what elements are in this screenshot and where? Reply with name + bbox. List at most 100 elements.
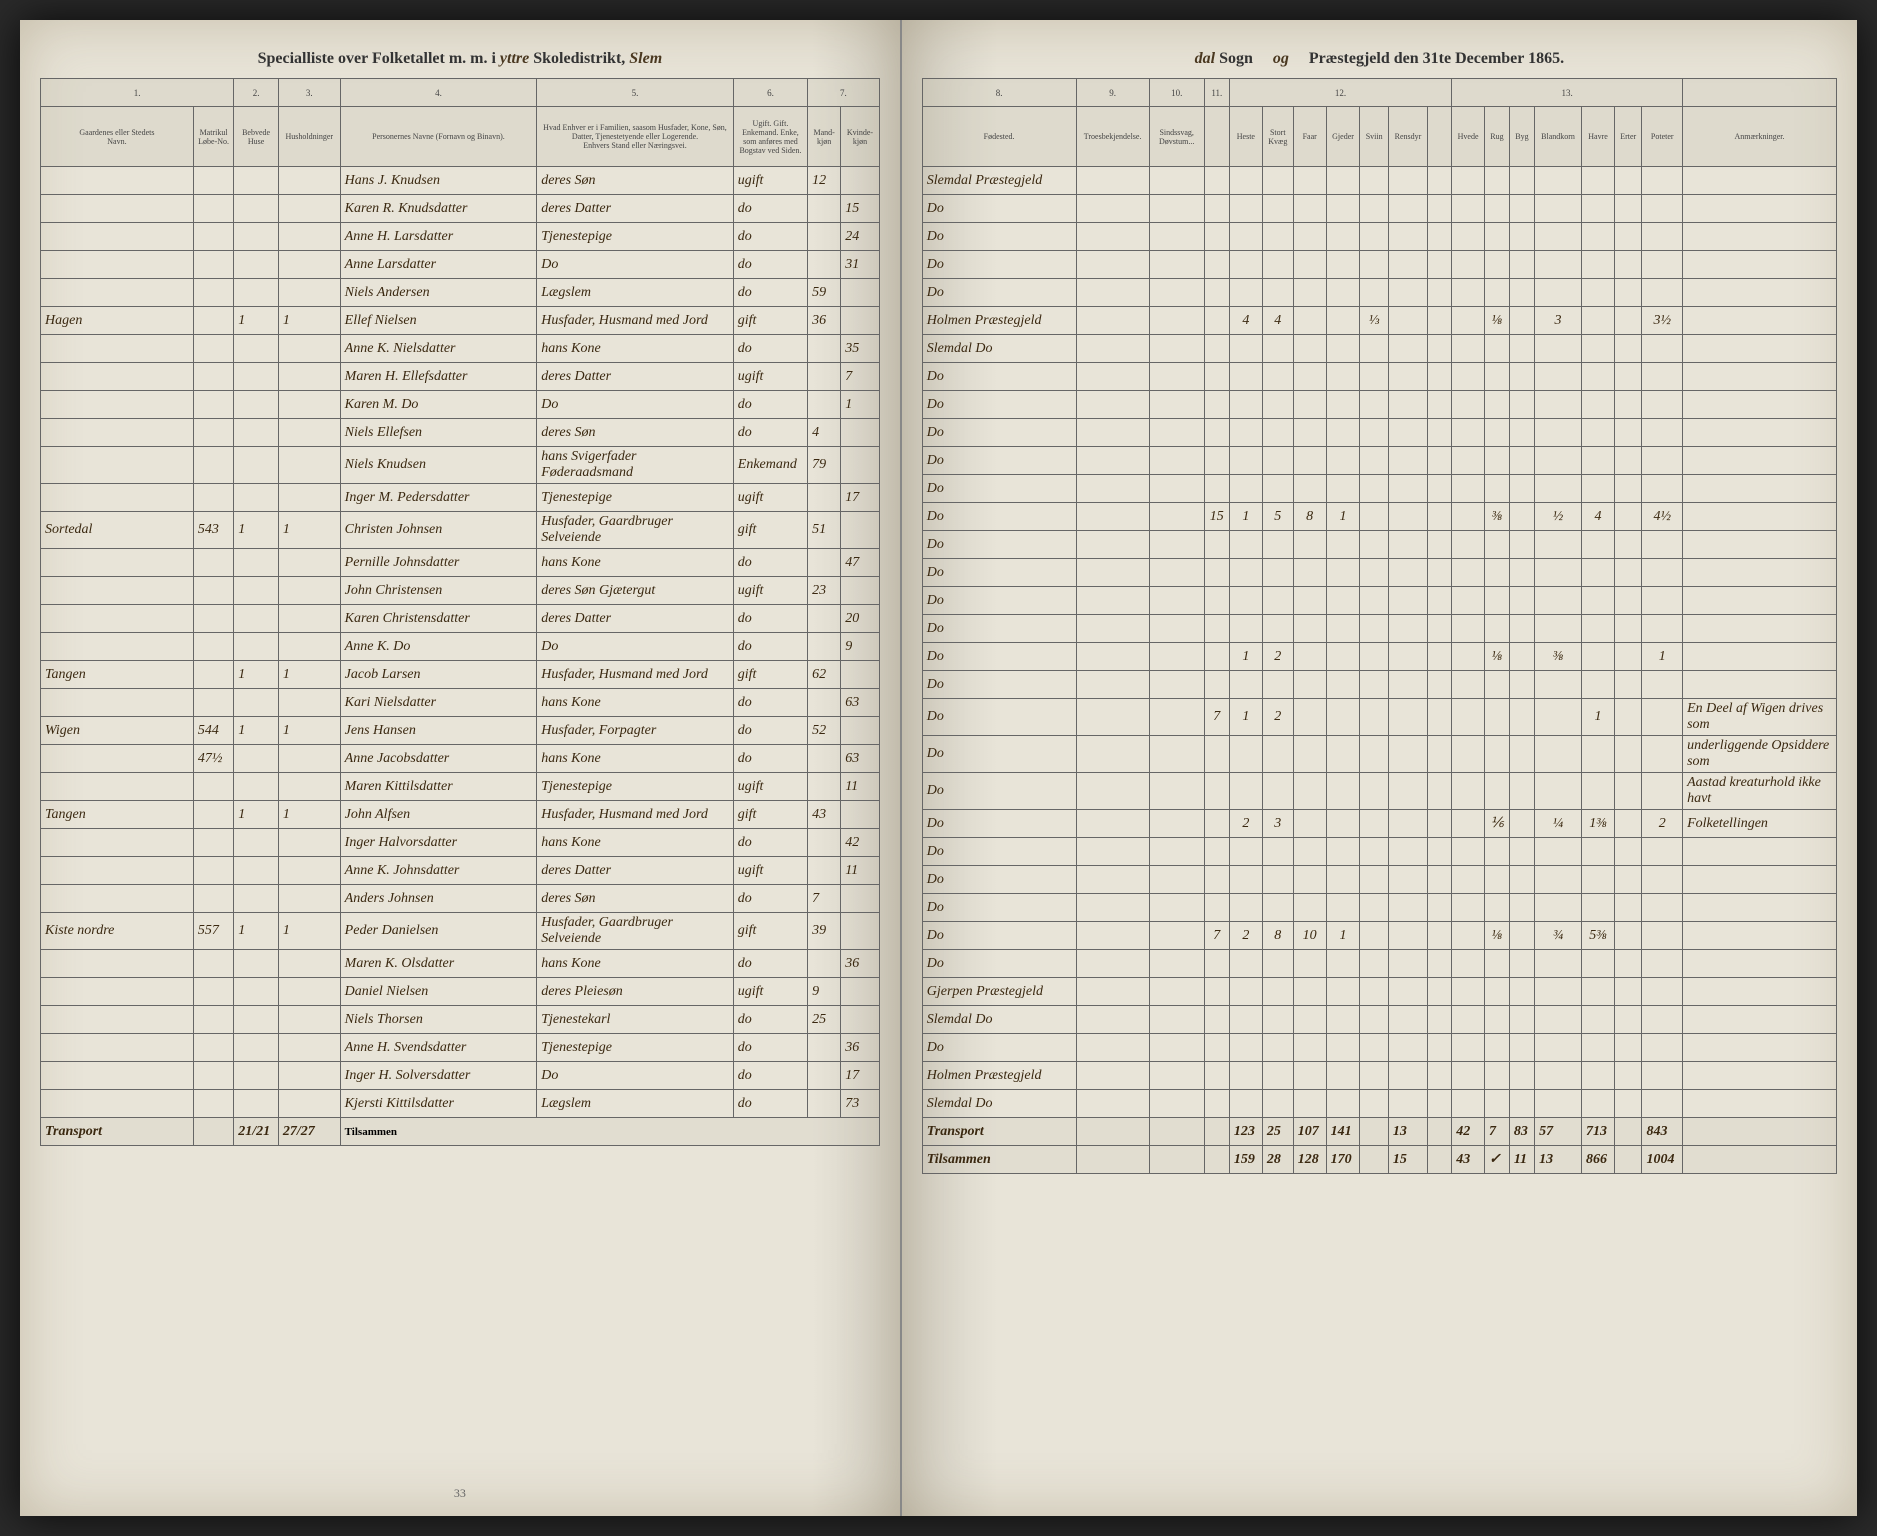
h11	[1204, 107, 1229, 167]
faar-cell	[1485, 773, 1510, 810]
h7k: Kvinde-kjøn	[841, 107, 880, 167]
c11-cell	[1204, 335, 1229, 363]
matr-cell	[193, 801, 233, 829]
table-row: Do	[922, 475, 1836, 503]
c11-cell	[1204, 643, 1229, 671]
status-cell: Enkemand	[733, 447, 807, 484]
navn-cell: Peder Danielsen	[340, 913, 537, 950]
alder-k-cell: 11	[841, 857, 880, 885]
hush-cell	[278, 1062, 340, 1090]
erter-cell	[1614, 363, 1641, 391]
alder-k-cell: 15	[841, 195, 880, 223]
alder-m-cell	[808, 633, 841, 661]
table-row: Do Aastad kreaturhold ikke havt	[922, 773, 1836, 810]
table-row: Do 15 1 5 8 1 ⅜ ½ 4 4½	[922, 503, 1836, 531]
alder-m-cell	[808, 251, 841, 279]
alder-m-cell	[808, 549, 841, 577]
c12g-cell	[1428, 419, 1452, 447]
stilling-cell: hans Kone	[537, 689, 734, 717]
faar-cell	[1485, 587, 1510, 615]
hush-cell	[278, 279, 340, 307]
alder-k-cell	[841, 801, 880, 829]
alder-m-cell	[808, 857, 841, 885]
gaard-cell	[41, 1090, 194, 1118]
kvaeg-cell	[1262, 838, 1293, 866]
h13f: Erter	[1614, 107, 1641, 167]
hus-cell	[234, 829, 279, 857]
status-cell: do	[733, 745, 807, 773]
matr-cell	[193, 484, 233, 512]
fodested-cell: Do	[922, 391, 1076, 419]
alder-k-cell	[841, 1006, 880, 1034]
matr-cell	[193, 978, 233, 1006]
rug-cell	[1582, 279, 1615, 307]
rug-cell	[1582, 363, 1615, 391]
poteter-cell	[1642, 894, 1683, 922]
hus-cell	[234, 885, 279, 913]
table-row: Do	[922, 363, 1836, 391]
fodested-cell: Gjerpen Præstegjeld	[922, 978, 1076, 1006]
gaard-cell: Tangen	[41, 801, 194, 829]
poteter-cell	[1642, 1062, 1683, 1090]
korn-cell	[1535, 335, 1582, 363]
alder-m-cell: 62	[808, 661, 841, 689]
anm-cell	[1683, 251, 1837, 279]
c11-cell	[1204, 894, 1229, 922]
hvede-cell	[1452, 1062, 1485, 1090]
c12c-cell: 8	[1293, 503, 1326, 531]
faar-cell	[1485, 559, 1510, 587]
hvede-cell	[1452, 950, 1485, 978]
troes-cell	[1076, 475, 1149, 503]
c12f-cell	[1388, 391, 1427, 419]
c12c-cell	[1293, 1090, 1326, 1118]
erter-cell	[1614, 167, 1641, 195]
c11-cell	[1204, 363, 1229, 391]
c12c-cell	[1293, 950, 1326, 978]
stilling-cell: deres Datter	[537, 605, 734, 633]
hus-cell	[234, 335, 279, 363]
faar-cell	[1485, 699, 1510, 736]
anm-cell	[1683, 307, 1837, 335]
stilling-cell: deres Datter	[537, 195, 734, 223]
c12d-cell	[1326, 307, 1360, 335]
byg-cell	[1509, 363, 1534, 391]
sinds-cell	[1149, 419, 1204, 447]
anm-cell	[1683, 419, 1837, 447]
c12d-cell: 1	[1326, 503, 1360, 531]
troes-cell	[1076, 223, 1149, 251]
c12c-cell	[1293, 978, 1326, 1006]
faar-cell: ⅛	[1485, 643, 1510, 671]
matr-cell	[193, 829, 233, 857]
fodested-cell: Do	[922, 559, 1076, 587]
poteter-cell	[1642, 1034, 1683, 1062]
table-row: Tangen 1 1 Jacob Larsen Husfader, Husman…	[41, 661, 880, 689]
rug-cell	[1582, 223, 1615, 251]
erter-cell	[1614, 1006, 1641, 1034]
hus-cell	[234, 363, 279, 391]
faar-cell	[1485, 251, 1510, 279]
fodested-cell: Do	[922, 447, 1076, 475]
byg-cell	[1509, 643, 1534, 671]
korn-cell	[1535, 419, 1582, 447]
table-row: Slemdal Do	[922, 335, 1836, 363]
c12f-cell	[1388, 419, 1427, 447]
c12c-cell	[1293, 736, 1326, 773]
anm-cell	[1683, 335, 1837, 363]
gaard-cell	[41, 335, 194, 363]
h3: Husholdninger	[278, 107, 340, 167]
kvaeg-cell	[1262, 363, 1293, 391]
c11-cell	[1204, 279, 1229, 307]
alder-m-cell: 36	[808, 307, 841, 335]
hvede-cell	[1452, 615, 1485, 643]
table-row: Do	[922, 251, 1836, 279]
sviin-cell	[1360, 503, 1388, 531]
alder-m-cell	[808, 1090, 841, 1118]
table-row: Do	[922, 279, 1836, 307]
kvaeg-cell	[1262, 195, 1293, 223]
navn-cell: Christen Johnsen	[340, 512, 537, 549]
troes-cell	[1076, 335, 1149, 363]
anm-cell	[1683, 587, 1837, 615]
c11-cell	[1204, 559, 1229, 587]
census-table-right: 8. 9. 10. 11. 12. 13. Fødested. Troesbek…	[922, 78, 1837, 1174]
c12f-cell	[1388, 950, 1427, 978]
